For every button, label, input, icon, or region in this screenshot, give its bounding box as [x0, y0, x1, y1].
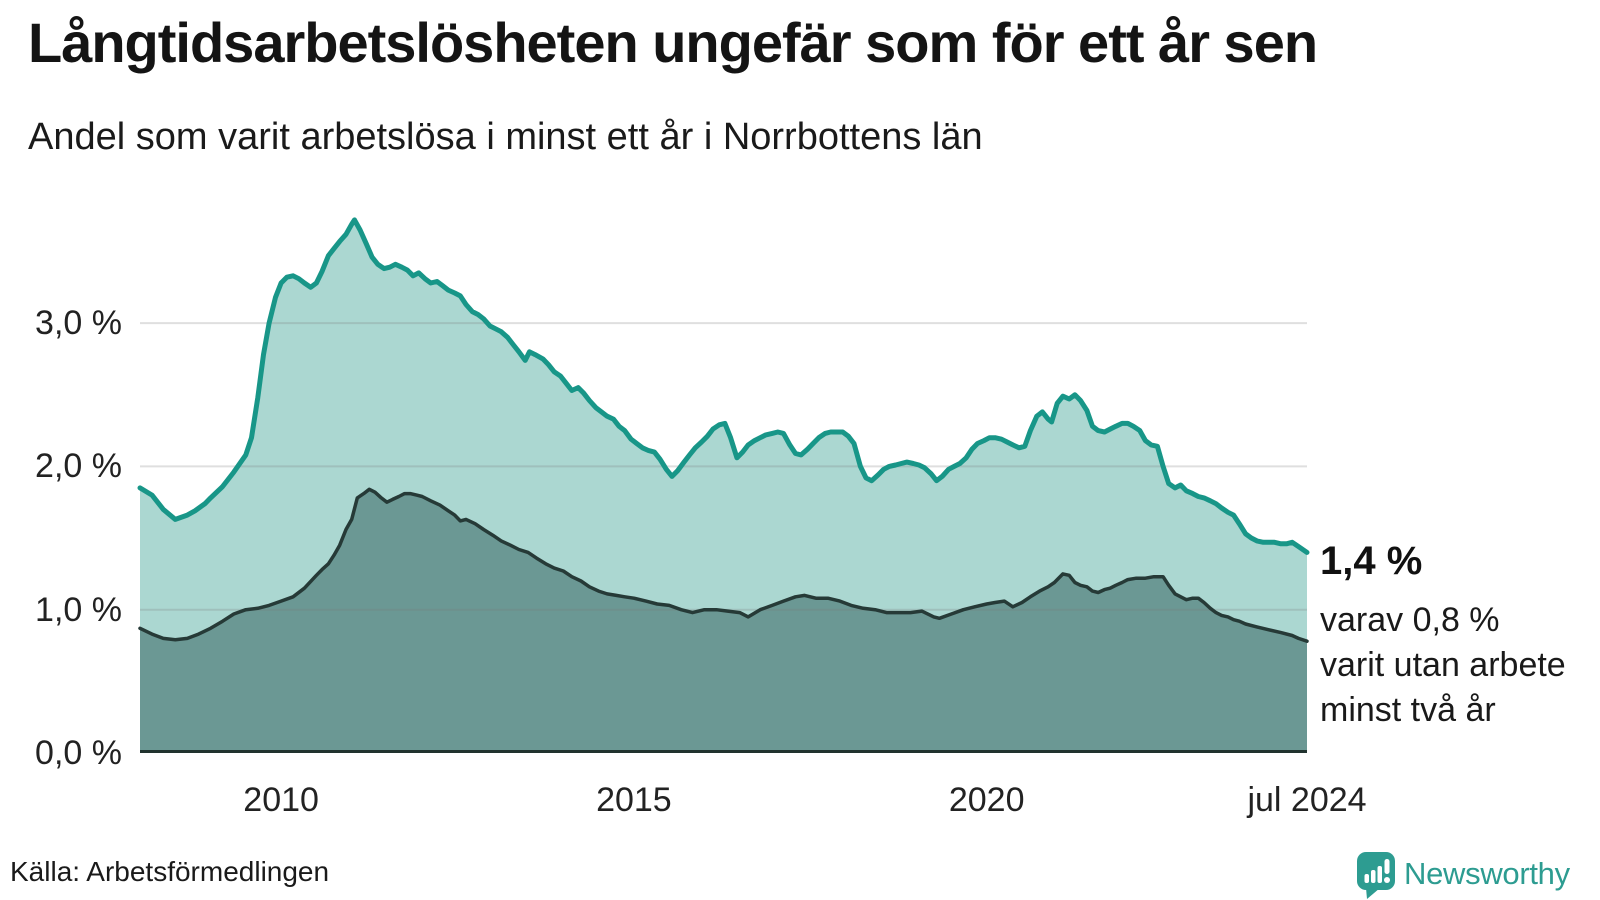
x-tick-label: 2010: [243, 781, 319, 819]
annotation-line: varit utan arbete: [1320, 646, 1566, 684]
newsworthy-logo: Newsworthy: [1356, 850, 1570, 900]
x-tick-label: 2015: [596, 781, 672, 819]
y-tick-label: 0,0 %: [35, 734, 122, 772]
line-unemployed-one-year: [137, 217, 1310, 555]
y-tick-label: 1,0 %: [35, 590, 122, 629]
page-subtitle: Andel som varit arbetslösa i minst ett å…: [28, 116, 983, 158]
source-credit: Källa: Arbetsförmedlingen: [10, 856, 330, 887]
y-tick-label: 3,0 %: [35, 304, 122, 343]
area-unemployed-two-years: [140, 489, 1307, 753]
x-tick-label: jul 2024: [1247, 781, 1367, 819]
annotation-line: varav 0,8 %: [1320, 601, 1500, 639]
annotation-line: minst två år: [1320, 691, 1496, 729]
end-value-label: 1,4 %: [1320, 539, 1423, 583]
newsworthy-logo-icon: [1357, 852, 1395, 899]
page-title: Långtidsarbetslösheten ungefär som för e…: [28, 11, 1318, 74]
x-tick-label: 2020: [948, 781, 1025, 819]
newsworthy-logo-text: Newsworthy: [1404, 856, 1570, 891]
line-unemployed-two-years: [138, 487, 1309, 643]
y-tick-label: 2,0 %: [35, 447, 122, 486]
